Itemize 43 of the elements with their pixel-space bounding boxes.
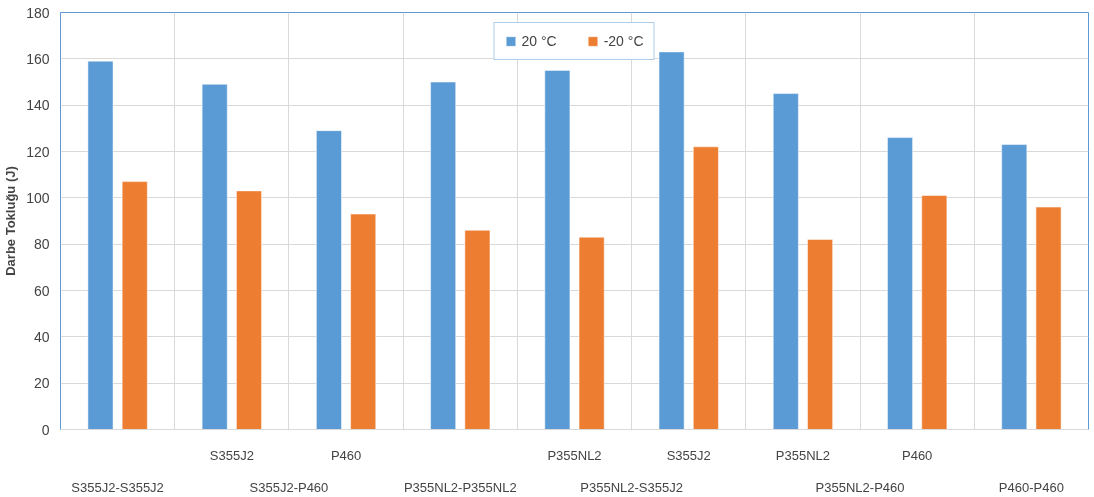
bar bbox=[430, 81, 456, 430]
legend-label: 20 °C bbox=[521, 33, 557, 49]
bar bbox=[87, 60, 114, 430]
y-tick-label: 140 bbox=[26, 97, 50, 114]
bar bbox=[316, 130, 342, 430]
y-tick-label: 180 bbox=[26, 4, 50, 21]
x-tick-label: P460 bbox=[330, 447, 362, 463]
x-tick-label: P355NL2 bbox=[547, 447, 602, 463]
bar bbox=[350, 213, 376, 430]
text: P355NL2-P355NL2 bbox=[403, 479, 517, 495]
bar bbox=[807, 239, 833, 430]
bar bbox=[887, 137, 913, 430]
bar bbox=[236, 190, 262, 430]
bar bbox=[773, 93, 799, 430]
y-tick-label: 100 bbox=[26, 189, 50, 206]
bar bbox=[693, 146, 719, 430]
y-tick-label: 0 bbox=[41, 421, 50, 438]
text: S355J2-P460 bbox=[249, 479, 329, 495]
bar bbox=[201, 84, 228, 430]
y-tick-label: 20 bbox=[33, 375, 50, 392]
bar bbox=[1001, 144, 1028, 430]
y-tick-label: 40 bbox=[33, 328, 50, 345]
x-tick-label: S355J2 bbox=[666, 447, 711, 463]
legend-label: -20 °C bbox=[603, 33, 644, 49]
y-tick-label: 60 bbox=[33, 282, 50, 299]
y-tick-label: 80 bbox=[33, 236, 50, 253]
text: S355J2-S355J2 bbox=[71, 479, 164, 495]
y-tick-label: 120 bbox=[26, 143, 50, 160]
text: P460-P460 bbox=[998, 479, 1064, 495]
text: P355NL2-S355J2 bbox=[580, 479, 683, 495]
x-tick-label: P460 bbox=[901, 447, 933, 463]
bar bbox=[121, 181, 148, 430]
bar bbox=[544, 70, 571, 430]
bar bbox=[921, 195, 948, 430]
y-tick-label: 160 bbox=[26, 50, 50, 67]
bar bbox=[658, 51, 685, 430]
x-tick-label: S355J2 bbox=[209, 447, 254, 463]
bar bbox=[578, 236, 605, 430]
y-axis-title: Darbe Tokluğu (J) bbox=[3, 166, 19, 276]
bar bbox=[1035, 206, 1062, 430]
bar bbox=[464, 230, 491, 430]
x-tick-label: P355NL2 bbox=[775, 447, 831, 463]
text: P355NL2-P460 bbox=[815, 479, 905, 495]
